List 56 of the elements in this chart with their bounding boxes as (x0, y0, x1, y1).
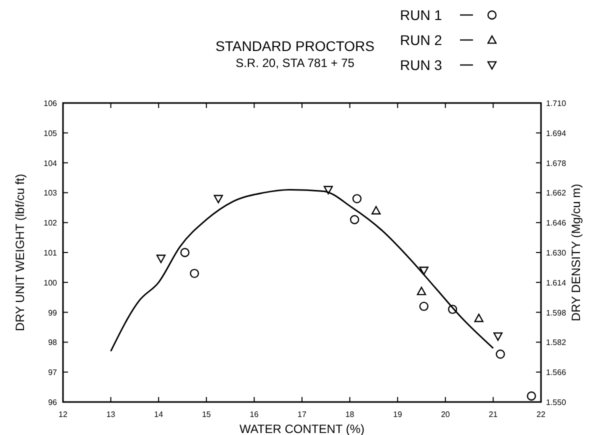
y2-tick-label: 1.582 (546, 338, 567, 348)
point (156, 254, 166, 264)
legend-label: RUN 2 (400, 32, 442, 48)
y-tick-label: 102 (44, 218, 58, 228)
x-tick-label: 20 (440, 410, 450, 419)
y-tick-label: 98 (48, 338, 58, 348)
y2-tick-label: 1.630 (546, 248, 567, 258)
point (526, 391, 536, 401)
x-tick-label: 18 (345, 410, 355, 419)
x-tick-label: 22 (536, 410, 546, 419)
point (496, 350, 505, 359)
y-tick-label: 104 (44, 158, 58, 168)
y-tick-label: 100 (44, 278, 58, 288)
x-tick-label: 13 (106, 410, 116, 419)
y2-tick-label: 1.614 (546, 278, 567, 288)
y2-tick-label: 1.566 (546, 368, 567, 378)
x-tick-label: 14 (154, 410, 164, 419)
point (416, 286, 426, 296)
y-tick-label: 96 (48, 398, 58, 407)
point (474, 314, 484, 322)
x-tick-label: 17 (298, 410, 307, 419)
y2-tick-label: 1.598 (546, 308, 567, 318)
point (214, 194, 223, 204)
x-tick-label: 16 (250, 410, 260, 419)
y-tick-label: 103 (44, 188, 58, 198)
y-tick-label: 97 (48, 368, 58, 378)
y2-tick-label: 1.694 (546, 128, 567, 138)
point (180, 248, 190, 258)
y2-tick-label: 1.662 (546, 188, 567, 198)
point (350, 215, 360, 224)
y2-tick-label: 1.550 (546, 398, 567, 407)
point (190, 268, 200, 278)
y-tick-label: 106 (44, 99, 58, 108)
legend-label: RUN 1 (400, 7, 442, 23)
y2-tick-label: 1.678 (546, 158, 567, 168)
y-tick-label: 101 (44, 248, 58, 258)
x-tick-label: 19 (393, 410, 403, 419)
point (371, 206, 381, 214)
point (419, 302, 428, 311)
y-tick-label: 105 (44, 128, 58, 138)
point (324, 186, 333, 194)
chart-title: STANDARD PROCTORS (216, 38, 374, 54)
x-tick-label: 15 (202, 410, 212, 419)
point (448, 304, 458, 314)
y-tick-label: 99 (48, 308, 58, 318)
x-tick-label: 21 (488, 410, 498, 419)
point (493, 332, 503, 341)
y2-tick-label: 1.710 (546, 99, 567, 108)
legend-label: RUN 3 (400, 57, 442, 73)
point (352, 194, 362, 204)
chart-subtitle: S.R. 20, STA 781 + 75 (236, 56, 355, 70)
y2-tick-label: 1.646 (546, 218, 567, 228)
point (419, 266, 428, 276)
y2-axis-title: DRY DENSITY (Mg/cu m) (569, 184, 583, 322)
x-tick-label: 12 (58, 410, 68, 419)
y-axis-title: DRY UNIT WEIGHT (lbf/cu ft) (13, 174, 27, 332)
